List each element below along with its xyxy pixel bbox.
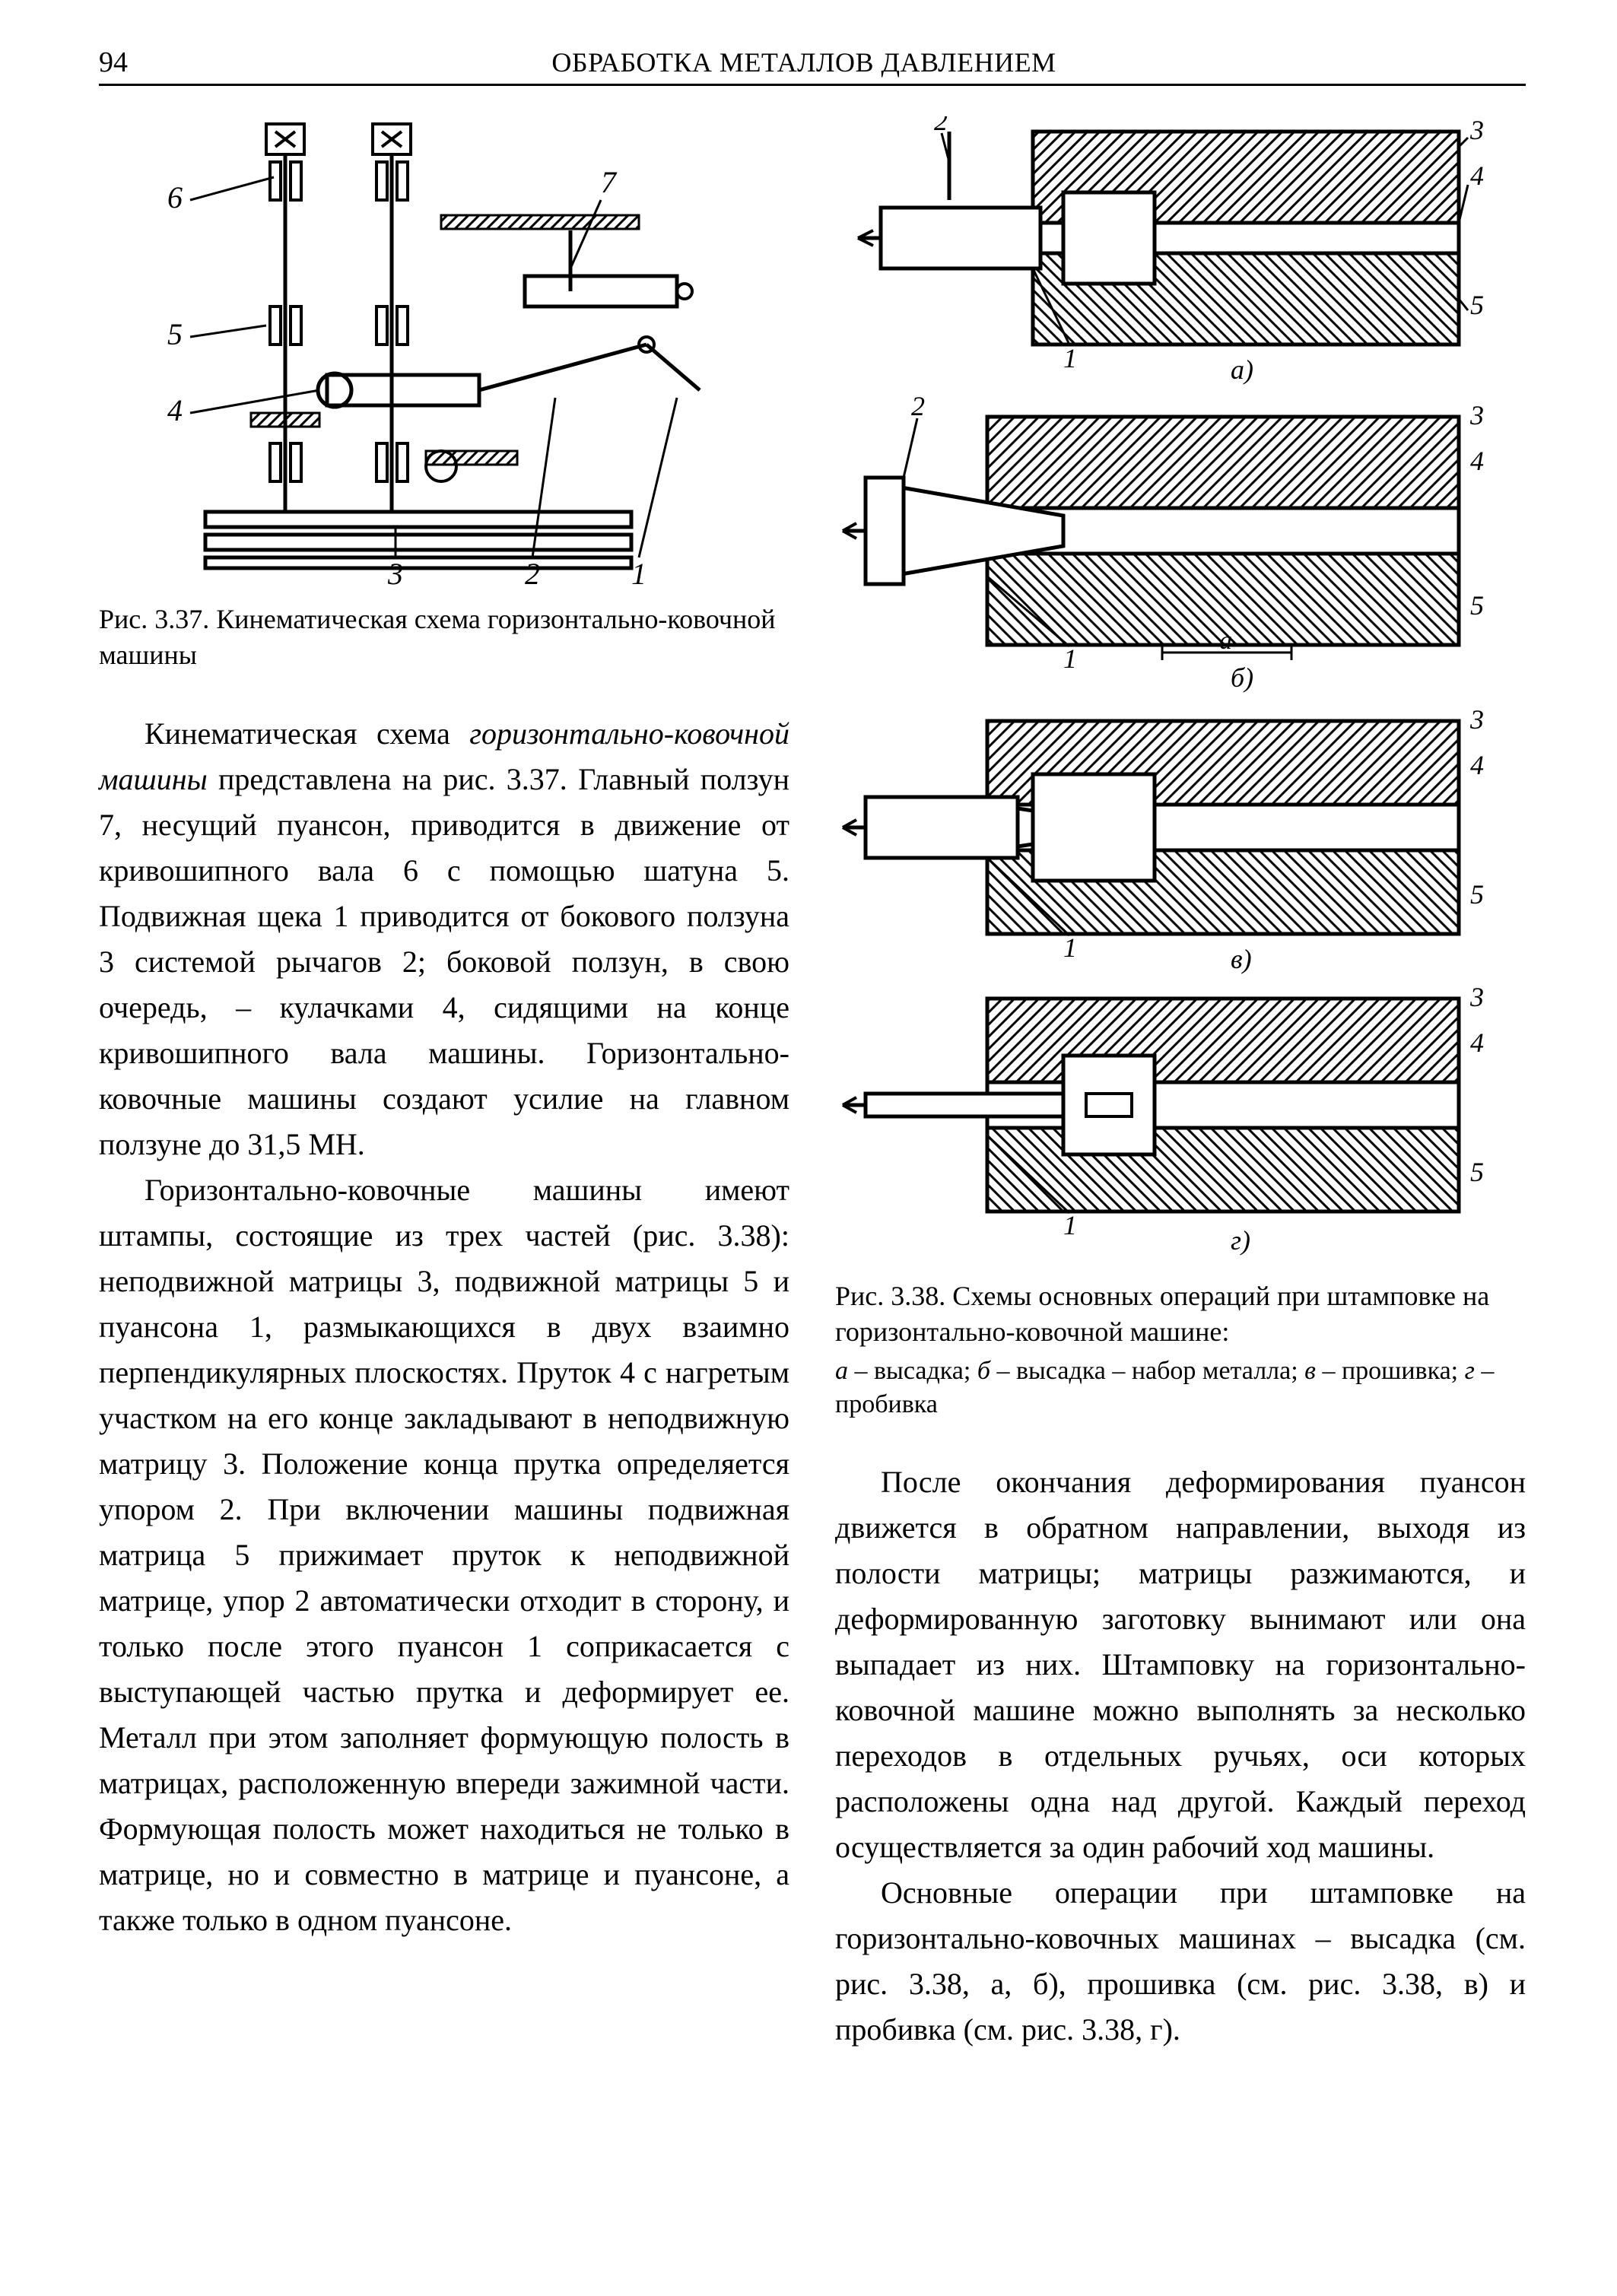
svg-text:3: 3 <box>1469 116 1484 145</box>
figure-3-38-caption: Рис. 3.38. Схемы основных операций при ш… <box>835 1278 1526 1350</box>
two-column-layout: 7 6 5 <box>99 116 1526 2053</box>
svg-text:2: 2 <box>934 116 948 136</box>
svg-text:5: 5 <box>1470 1157 1484 1187</box>
svg-text:4: 4 <box>1470 160 1484 191</box>
svg-text:2: 2 <box>911 391 925 421</box>
p1-suffix: представлена на рис. 3.37. Главный ползу… <box>99 762 789 1161</box>
svg-text:4: 4 <box>1470 446 1484 476</box>
running-header: 94 ОБРАБОТКА МЕТАЛЛОВ ДАВЛЕНИЕМ <box>99 46 1526 86</box>
svg-text:г): г) <box>1231 1225 1250 1256</box>
diagram-label-4: 4 <box>167 393 183 427</box>
operations-scheme-diagram: 2 3 4 5 1 а) <box>835 116 1497 1265</box>
right-column: 2 3 4 5 1 а) <box>835 116 1526 2053</box>
svg-text:5: 5 <box>1470 590 1484 621</box>
kinematic-scheme-diagram: 7 6 5 <box>99 116 761 588</box>
svg-text:4: 4 <box>1470 1027 1484 1058</box>
right-paragraph-2: Основные операции при штамповке на гориз… <box>835 1870 1526 2053</box>
diagram-label-5: 5 <box>167 317 183 351</box>
svg-text:б): б) <box>1231 662 1253 693</box>
running-title: ОБРАБОТКА МЕТАЛЛОВ ДАВЛЕНИЕМ <box>551 46 1056 78</box>
sub-g: г <box>1465 1357 1475 1385</box>
svg-text:3: 3 <box>1469 982 1484 1012</box>
diagram-label-3: 3 <box>387 557 403 588</box>
svg-text:1: 1 <box>1063 932 1077 963</box>
diagram-label-7: 7 <box>601 165 618 199</box>
figure-3-38: 2 3 4 5 1 а) <box>835 116 1526 1421</box>
svg-text:4: 4 <box>1470 750 1484 780</box>
svg-text:1: 1 <box>1063 1210 1077 1240</box>
svg-text:1: 1 <box>1063 343 1077 373</box>
page: 94 ОБРАБОТКА МЕТАЛЛОВ ДАВЛЕНИЕМ <box>0 0 1617 2296</box>
p1-prefix: Кинематическая схема <box>145 716 469 751</box>
sub-b-t: – высадка – набор металла; <box>990 1357 1304 1385</box>
sub-v: в <box>1304 1357 1316 1385</box>
paragraph-2: Горизонтально-ковочные машины имеют штам… <box>99 1167 789 1943</box>
svg-text:а): а) <box>1231 354 1253 385</box>
diagram-label-2: 2 <box>525 557 540 588</box>
sub-b: б <box>977 1357 990 1385</box>
diagram-label-1: 1 <box>631 557 646 588</box>
figure-3-38-subcaption: а – высадка; б – высадка – набор металла… <box>835 1354 1526 1421</box>
right-paragraph-1: После окончания деформирования пуансон д… <box>835 1459 1526 1870</box>
sub-a: а <box>835 1357 848 1385</box>
svg-text:3: 3 <box>1469 400 1484 430</box>
svg-text:в): в) <box>1231 944 1252 974</box>
figure-3-37: 7 6 5 <box>99 116 789 673</box>
sub-v-t: – прошивка; <box>1316 1357 1465 1385</box>
page-number: 94 <box>99 46 128 79</box>
diagram-label-6: 6 <box>167 180 183 214</box>
svg-text:1: 1 <box>1063 643 1077 674</box>
left-column: 7 6 5 <box>99 116 789 2053</box>
right-body-text: После окончания деформирования пуансон д… <box>835 1459 1526 2053</box>
paragraph-1: Кинематическая схема горизонтально-ковоч… <box>99 711 789 1167</box>
left-body-text: Кинематическая схема горизонтально-ковоч… <box>99 711 789 1943</box>
sub-a-t: – высадка; <box>848 1357 977 1385</box>
svg-text:а: а <box>1219 627 1232 655</box>
svg-text:5: 5 <box>1470 879 1484 910</box>
figure-3-37-caption: Рис. 3.37. Кинематическая схема горизонт… <box>99 602 789 673</box>
svg-text:5: 5 <box>1470 290 1484 320</box>
svg-text:3: 3 <box>1469 704 1484 735</box>
